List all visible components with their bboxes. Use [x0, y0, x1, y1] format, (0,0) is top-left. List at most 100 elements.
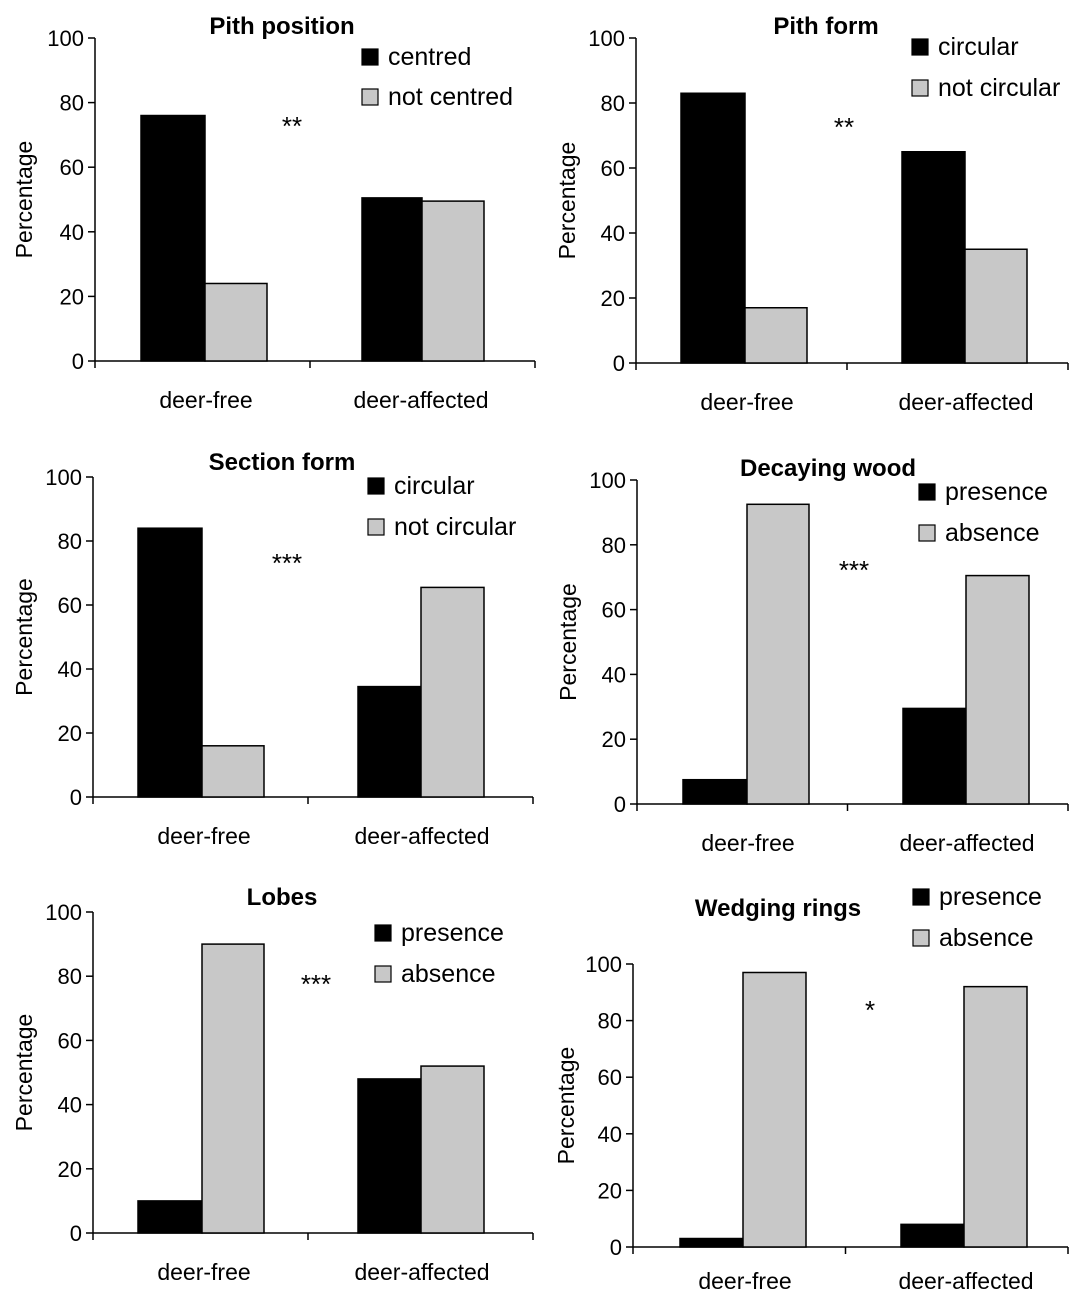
legend-label: not circular	[394, 513, 516, 541]
legend-label: presence	[939, 883, 1042, 911]
bar-absence-deer-free	[742, 971, 807, 1248]
chart-title: Decaying wood	[740, 455, 916, 482]
legend-label: presence	[401, 919, 504, 947]
x-category-label: deer-affected	[898, 389, 1033, 415]
y-tick-label: 0	[614, 792, 626, 817]
y-tick-label: 80	[601, 91, 625, 116]
y-axis-label: Percentage	[11, 141, 37, 259]
y-tick-label: 80	[58, 964, 82, 989]
legend-label: not circular	[938, 74, 1060, 102]
y-tick-label: 40	[58, 1093, 82, 1118]
bar-not-centred-deer-affected	[421, 200, 485, 362]
x-category-label: deer-affected	[899, 830, 1034, 856]
y-tick-label: 20	[598, 1178, 622, 1203]
y-tick-label: 40	[601, 221, 625, 246]
y-tick-label: 20	[58, 721, 82, 746]
y-tick-label: 20	[58, 1157, 82, 1182]
y-tick-label: 40	[58, 657, 82, 682]
y-tick-label: 60	[602, 598, 626, 623]
y-tick-label: 80	[598, 1009, 622, 1034]
legend-label: presence	[945, 478, 1048, 506]
legend-swatch	[367, 518, 385, 536]
y-tick-label: 60	[60, 155, 84, 180]
significance-marker: **	[282, 111, 302, 141]
y-tick-label: 80	[602, 533, 626, 558]
x-category-label: deer-affected	[898, 1268, 1033, 1290]
chart-title: Pith position	[209, 13, 354, 40]
bar-centred-deer-free	[140, 114, 206, 362]
bar-presence-deer-free	[679, 1237, 744, 1248]
legend-swatch	[918, 524, 936, 542]
y-axis-label: Percentage	[11, 1014, 37, 1132]
y-tick-label: 0	[610, 1235, 622, 1260]
y-tick-label: 0	[613, 351, 625, 376]
legend-label: not centred	[388, 83, 513, 111]
legend-swatch	[367, 477, 385, 495]
legend-label: absence	[401, 960, 496, 988]
bar-not-circular-deer-free	[744, 307, 808, 364]
legend-label: circular	[394, 472, 475, 500]
bar-absence-deer-affected	[965, 574, 1030, 805]
legend-swatch	[374, 924, 392, 942]
bar-absence-deer-free	[746, 503, 810, 805]
x-category-label: deer-affected	[354, 1259, 489, 1285]
bar-circular-deer-free	[137, 527, 203, 798]
y-tick-label: 80	[60, 91, 84, 116]
legend-swatch	[912, 929, 930, 947]
chart-panel-2: Pith form 0 20 40 60 80 100 deer-free deer-affec…	[554, 13, 1069, 415]
y-axis-label: Percentage	[11, 578, 37, 696]
significance-marker: ***	[301, 969, 331, 999]
bar-not-circular-deer-affected	[420, 586, 485, 798]
legend-label: circular	[938, 33, 1019, 61]
chart-title: Lobes	[247, 884, 318, 911]
significance-marker: ***	[272, 548, 302, 578]
y-tick-label: 40	[60, 220, 84, 245]
y-tick-label: 20	[60, 284, 84, 309]
bar-not-circular-deer-affected	[964, 248, 1028, 364]
y-tick-label: 40	[602, 662, 626, 687]
x-category-label: deer-free	[157, 1259, 250, 1285]
chart-panel-6: Wedging rings 0 20 40 60 80 100 deer-free deer-a…	[553, 883, 1069, 1294]
bar-absence-deer-affected	[420, 1065, 485, 1234]
y-tick-label: 100	[585, 952, 622, 977]
bar-not-centred-deer-free	[204, 282, 268, 362]
x-category-label: deer-free	[700, 389, 793, 415]
y-tick-label: 100	[588, 26, 625, 51]
y-tick-label: 0	[70, 1221, 82, 1246]
bar-not-circular-deer-free	[201, 745, 265, 798]
y-tick-label: 60	[598, 1065, 622, 1090]
y-axis-label: Percentage	[555, 583, 581, 701]
x-category-label: deer-free	[157, 823, 250, 849]
legend-label: centred	[388, 43, 471, 71]
chart-panel-3: Section form 0 20 40 60 80 100 deer-free deer-af…	[11, 449, 534, 849]
y-tick-label: 0	[72, 349, 84, 374]
significance-marker: **	[834, 112, 854, 142]
y-tick-label: 100	[589, 468, 626, 493]
y-tick-label: 100	[45, 465, 82, 490]
y-tick-label: 80	[58, 529, 82, 554]
legend-label: absence	[939, 924, 1034, 952]
bar-absence-deer-affected	[963, 985, 1028, 1248]
y-axis-label: Percentage	[553, 1047, 579, 1165]
y-axis-label: Percentage	[554, 142, 580, 260]
legend-swatch	[912, 888, 930, 906]
legend-swatch	[374, 965, 392, 983]
bar-circular-deer-free	[680, 92, 746, 364]
bar-circular-deer-affected	[901, 151, 966, 364]
x-category-label: deer-affected	[354, 823, 489, 849]
y-tick-label: 100	[47, 26, 84, 51]
legend-swatch	[911, 38, 929, 56]
y-tick-label: 20	[601, 286, 625, 311]
chart-panel-5: Lobes 0 20 40 60 80 100 deer-free deer-affected P…	[11, 884, 534, 1285]
bar-presence-deer-affected	[357, 1078, 422, 1234]
y-tick-label: 0	[70, 785, 82, 810]
chart-title: Pith form	[773, 13, 878, 40]
x-category-label: deer-affected	[353, 387, 488, 413]
legend-label: absence	[945, 519, 1040, 547]
y-tick-label: 100	[45, 900, 82, 925]
bar-presence-deer-free	[682, 778, 748, 805]
y-tick-label: 40	[598, 1122, 622, 1147]
y-tick-label: 60	[601, 156, 625, 181]
